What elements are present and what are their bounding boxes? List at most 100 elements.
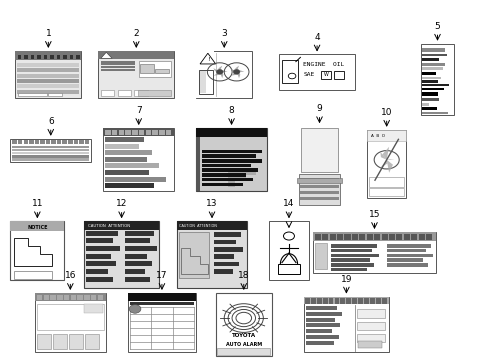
Bar	[17, 90, 79, 94]
Bar	[315, 243, 327, 269]
Bar	[101, 69, 135, 71]
Bar	[196, 51, 214, 98]
Bar	[70, 55, 74, 59]
Bar	[196, 128, 267, 137]
Bar	[71, 295, 76, 300]
Bar	[63, 55, 67, 59]
Bar	[418, 234, 425, 240]
Bar	[214, 233, 241, 237]
Bar	[282, 60, 298, 83]
Bar	[176, 221, 247, 288]
Polygon shape	[228, 168, 256, 187]
Bar	[358, 298, 363, 304]
Bar	[370, 298, 375, 304]
Bar	[49, 93, 62, 96]
Bar	[358, 341, 382, 348]
Bar	[125, 246, 157, 251]
Text: W: W	[324, 72, 329, 77]
Bar	[311, 298, 316, 304]
Bar	[125, 269, 145, 274]
Bar	[84, 295, 90, 300]
Bar	[17, 84, 79, 89]
Polygon shape	[220, 70, 228, 72]
Bar	[105, 163, 159, 168]
Polygon shape	[200, 53, 216, 64]
Bar	[422, 107, 437, 110]
Bar	[17, 79, 79, 83]
Bar	[422, 48, 445, 52]
Bar	[306, 329, 332, 333]
Bar	[84, 221, 159, 230]
Bar	[51, 140, 56, 144]
Bar	[421, 44, 454, 116]
Bar	[10, 139, 91, 162]
Bar	[103, 128, 174, 191]
Bar	[91, 295, 96, 300]
Bar	[17, 63, 79, 67]
Text: AUTO ALARM: AUTO ALARM	[226, 342, 262, 347]
Polygon shape	[230, 68, 237, 72]
Bar	[105, 157, 147, 162]
Bar	[57, 140, 61, 144]
Bar	[306, 323, 340, 327]
Bar	[139, 130, 145, 135]
Polygon shape	[237, 70, 245, 72]
Bar	[202, 159, 262, 162]
Bar	[422, 80, 438, 83]
Bar	[37, 55, 41, 59]
Bar	[344, 234, 350, 240]
Bar	[105, 183, 154, 188]
Bar	[314, 232, 436, 273]
Bar	[304, 297, 389, 352]
Bar	[105, 144, 140, 149]
Bar	[314, 232, 436, 241]
Bar	[300, 191, 339, 194]
Bar	[68, 140, 73, 144]
Bar	[112, 130, 118, 135]
Text: 18: 18	[238, 271, 249, 280]
Bar	[10, 221, 64, 280]
Bar	[57, 295, 63, 300]
Bar	[270, 221, 309, 280]
Text: ENGINE  OIL: ENGINE OIL	[303, 62, 344, 67]
Bar	[76, 55, 80, 59]
Bar	[152, 130, 158, 135]
Bar	[306, 318, 335, 321]
Bar	[304, 297, 389, 304]
Bar	[335, 298, 340, 304]
Text: 4: 4	[314, 32, 320, 41]
Bar	[132, 130, 138, 135]
Bar	[86, 238, 113, 243]
Bar	[24, 55, 28, 59]
Bar	[130, 302, 194, 305]
Polygon shape	[237, 72, 241, 78]
Bar	[69, 334, 83, 348]
Bar	[53, 334, 67, 348]
Text: CAUTION  ATTENTION: CAUTION ATTENTION	[179, 224, 217, 228]
Bar	[12, 155, 89, 158]
Bar	[166, 130, 172, 135]
Polygon shape	[213, 72, 220, 76]
Bar	[86, 276, 113, 282]
Text: 11: 11	[31, 199, 43, 208]
Text: 12: 12	[116, 199, 127, 208]
Bar	[297, 178, 342, 183]
Bar	[77, 295, 83, 300]
Bar	[176, 221, 247, 230]
Bar	[101, 66, 135, 68]
Text: 1: 1	[46, 29, 51, 38]
Polygon shape	[101, 52, 112, 58]
Polygon shape	[230, 72, 237, 76]
Bar	[422, 103, 429, 106]
Bar	[179, 232, 209, 278]
Bar	[125, 238, 149, 243]
Bar	[37, 303, 104, 330]
Bar	[128, 293, 196, 352]
Bar	[346, 298, 351, 304]
Bar	[98, 51, 174, 59]
Bar	[367, 130, 406, 198]
Bar	[422, 63, 445, 66]
Bar	[196, 128, 267, 191]
Bar	[125, 231, 154, 236]
Bar	[18, 55, 21, 59]
